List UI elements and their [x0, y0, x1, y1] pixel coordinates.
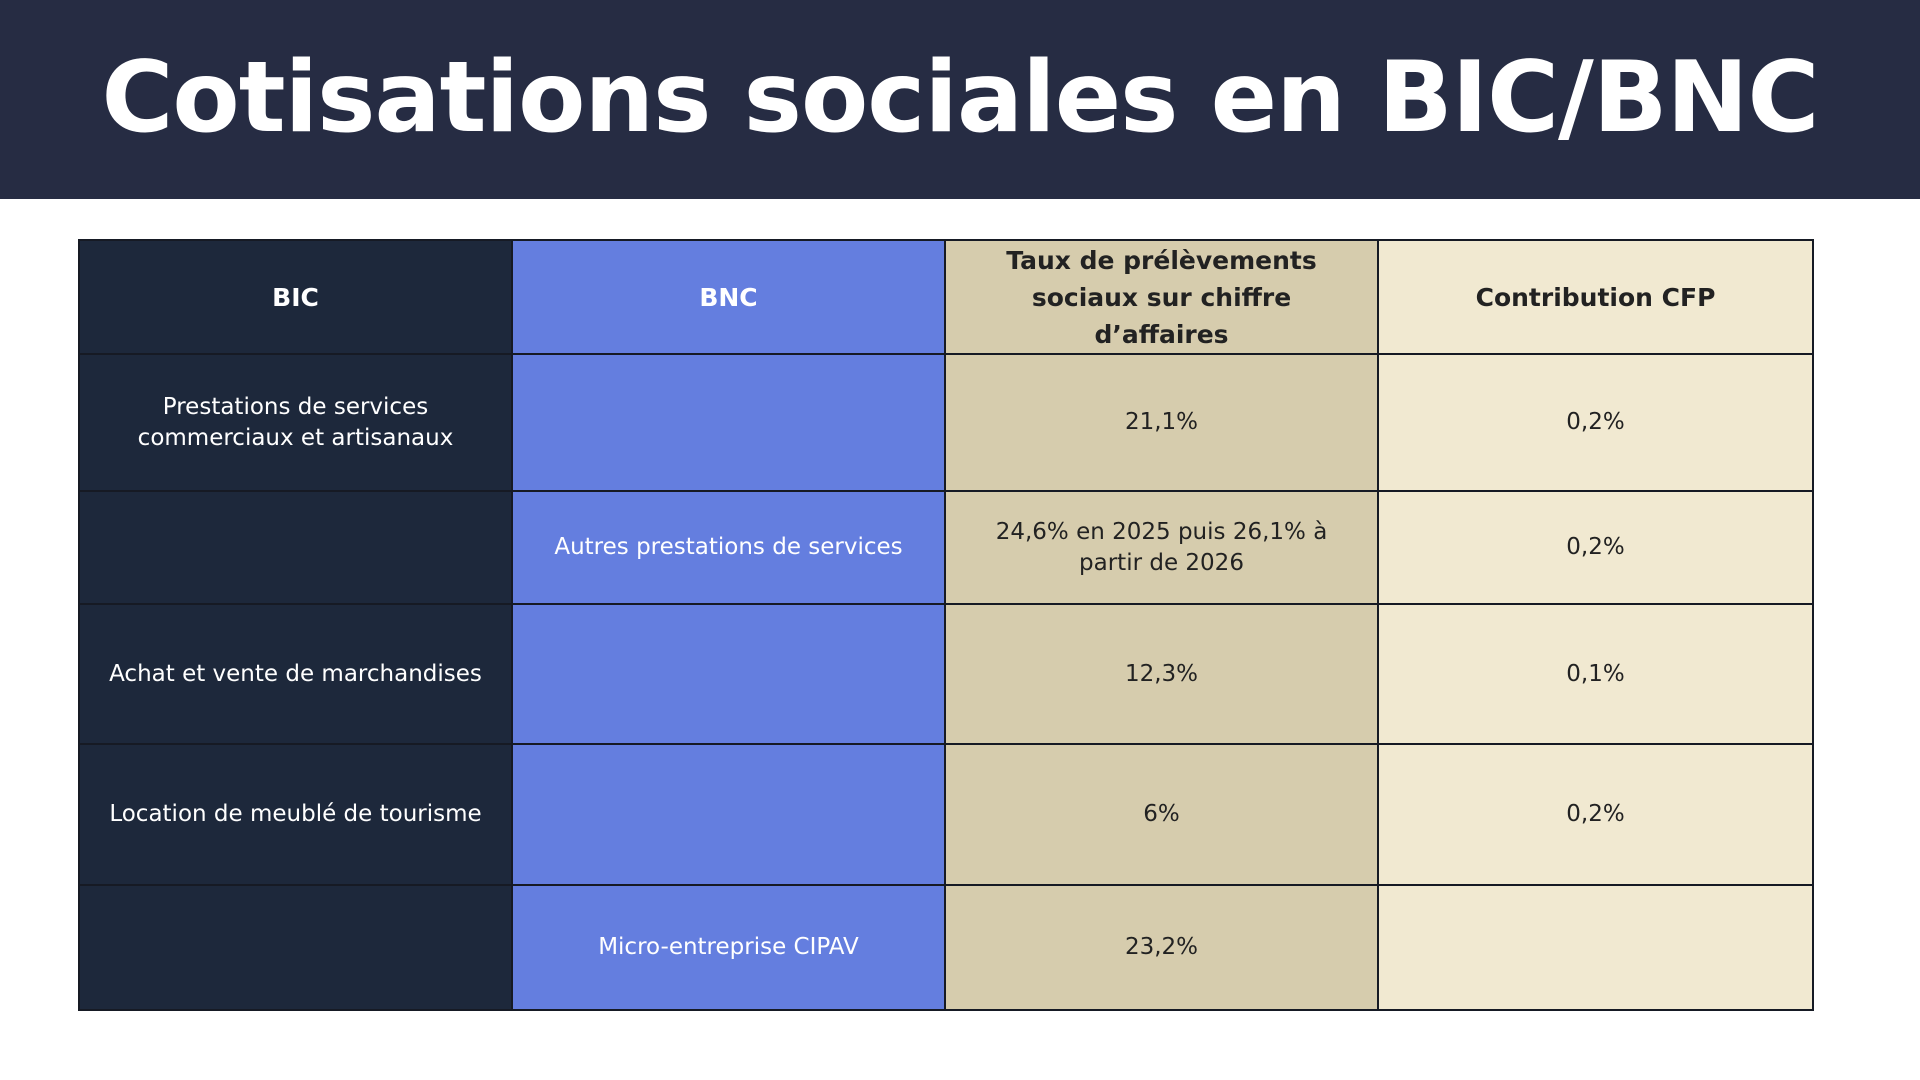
header-bnc: BNC — [511, 239, 946, 355]
cell-bnc — [511, 743, 946, 886]
table-header-row: BIC BNC Taux de prélèvements sociaux sur… — [78, 239, 1814, 355]
page-title: Cotisations sociales en BIC/BNC — [101, 40, 1820, 155]
title-bar: Cotisations sociales en BIC/BNC — [0, 0, 1920, 199]
table-row: Autres prestations de services 24,6% en … — [78, 490, 1814, 605]
cell-bnc — [511, 353, 946, 492]
cell-cfp — [1377, 884, 1814, 1011]
cell-cfp: 0,2% — [1377, 743, 1814, 886]
cell-cfp: 0,2% — [1377, 490, 1814, 605]
cell-cfp: 0,1% — [1377, 603, 1814, 745]
cell-bic: Prestations de services commerciaux et a… — [78, 353, 513, 492]
cell-bic — [78, 490, 513, 605]
cell-bnc — [511, 603, 946, 745]
header-cfp: Contribution CFP — [1377, 239, 1814, 355]
table-row: Location de meublé de tourisme 6% 0,2% — [78, 743, 1814, 886]
cell-taux: 23,2% — [944, 884, 1379, 1011]
contributions-table: BIC BNC Taux de prélèvements sociaux sur… — [78, 239, 1814, 1011]
cell-bic: Location de meublé de tourisme — [78, 743, 513, 886]
cell-bic: Achat et vente de marchandises — [78, 603, 513, 745]
table-row: Micro-entreprise CIPAV 23,2% — [78, 884, 1814, 1011]
cell-cfp: 0,2% — [1377, 353, 1814, 492]
table-row: Achat et vente de marchandises 12,3% 0,1… — [78, 603, 1814, 745]
cell-taux: 24,6% en 2025 puis 26,1% à partir de 202… — [944, 490, 1379, 605]
cell-bnc: Micro-entreprise CIPAV — [511, 884, 946, 1011]
header-bic: BIC — [78, 239, 513, 355]
cell-bnc: Autres prestations de services — [511, 490, 946, 605]
cell-bic — [78, 884, 513, 1011]
cell-taux: 12,3% — [944, 603, 1379, 745]
cell-taux: 6% — [944, 743, 1379, 886]
header-taux: Taux de prélèvements sociaux sur chiffre… — [944, 239, 1379, 355]
table-row: Prestations de services commerciaux et a… — [78, 353, 1814, 492]
cell-taux: 21,1% — [944, 353, 1379, 492]
